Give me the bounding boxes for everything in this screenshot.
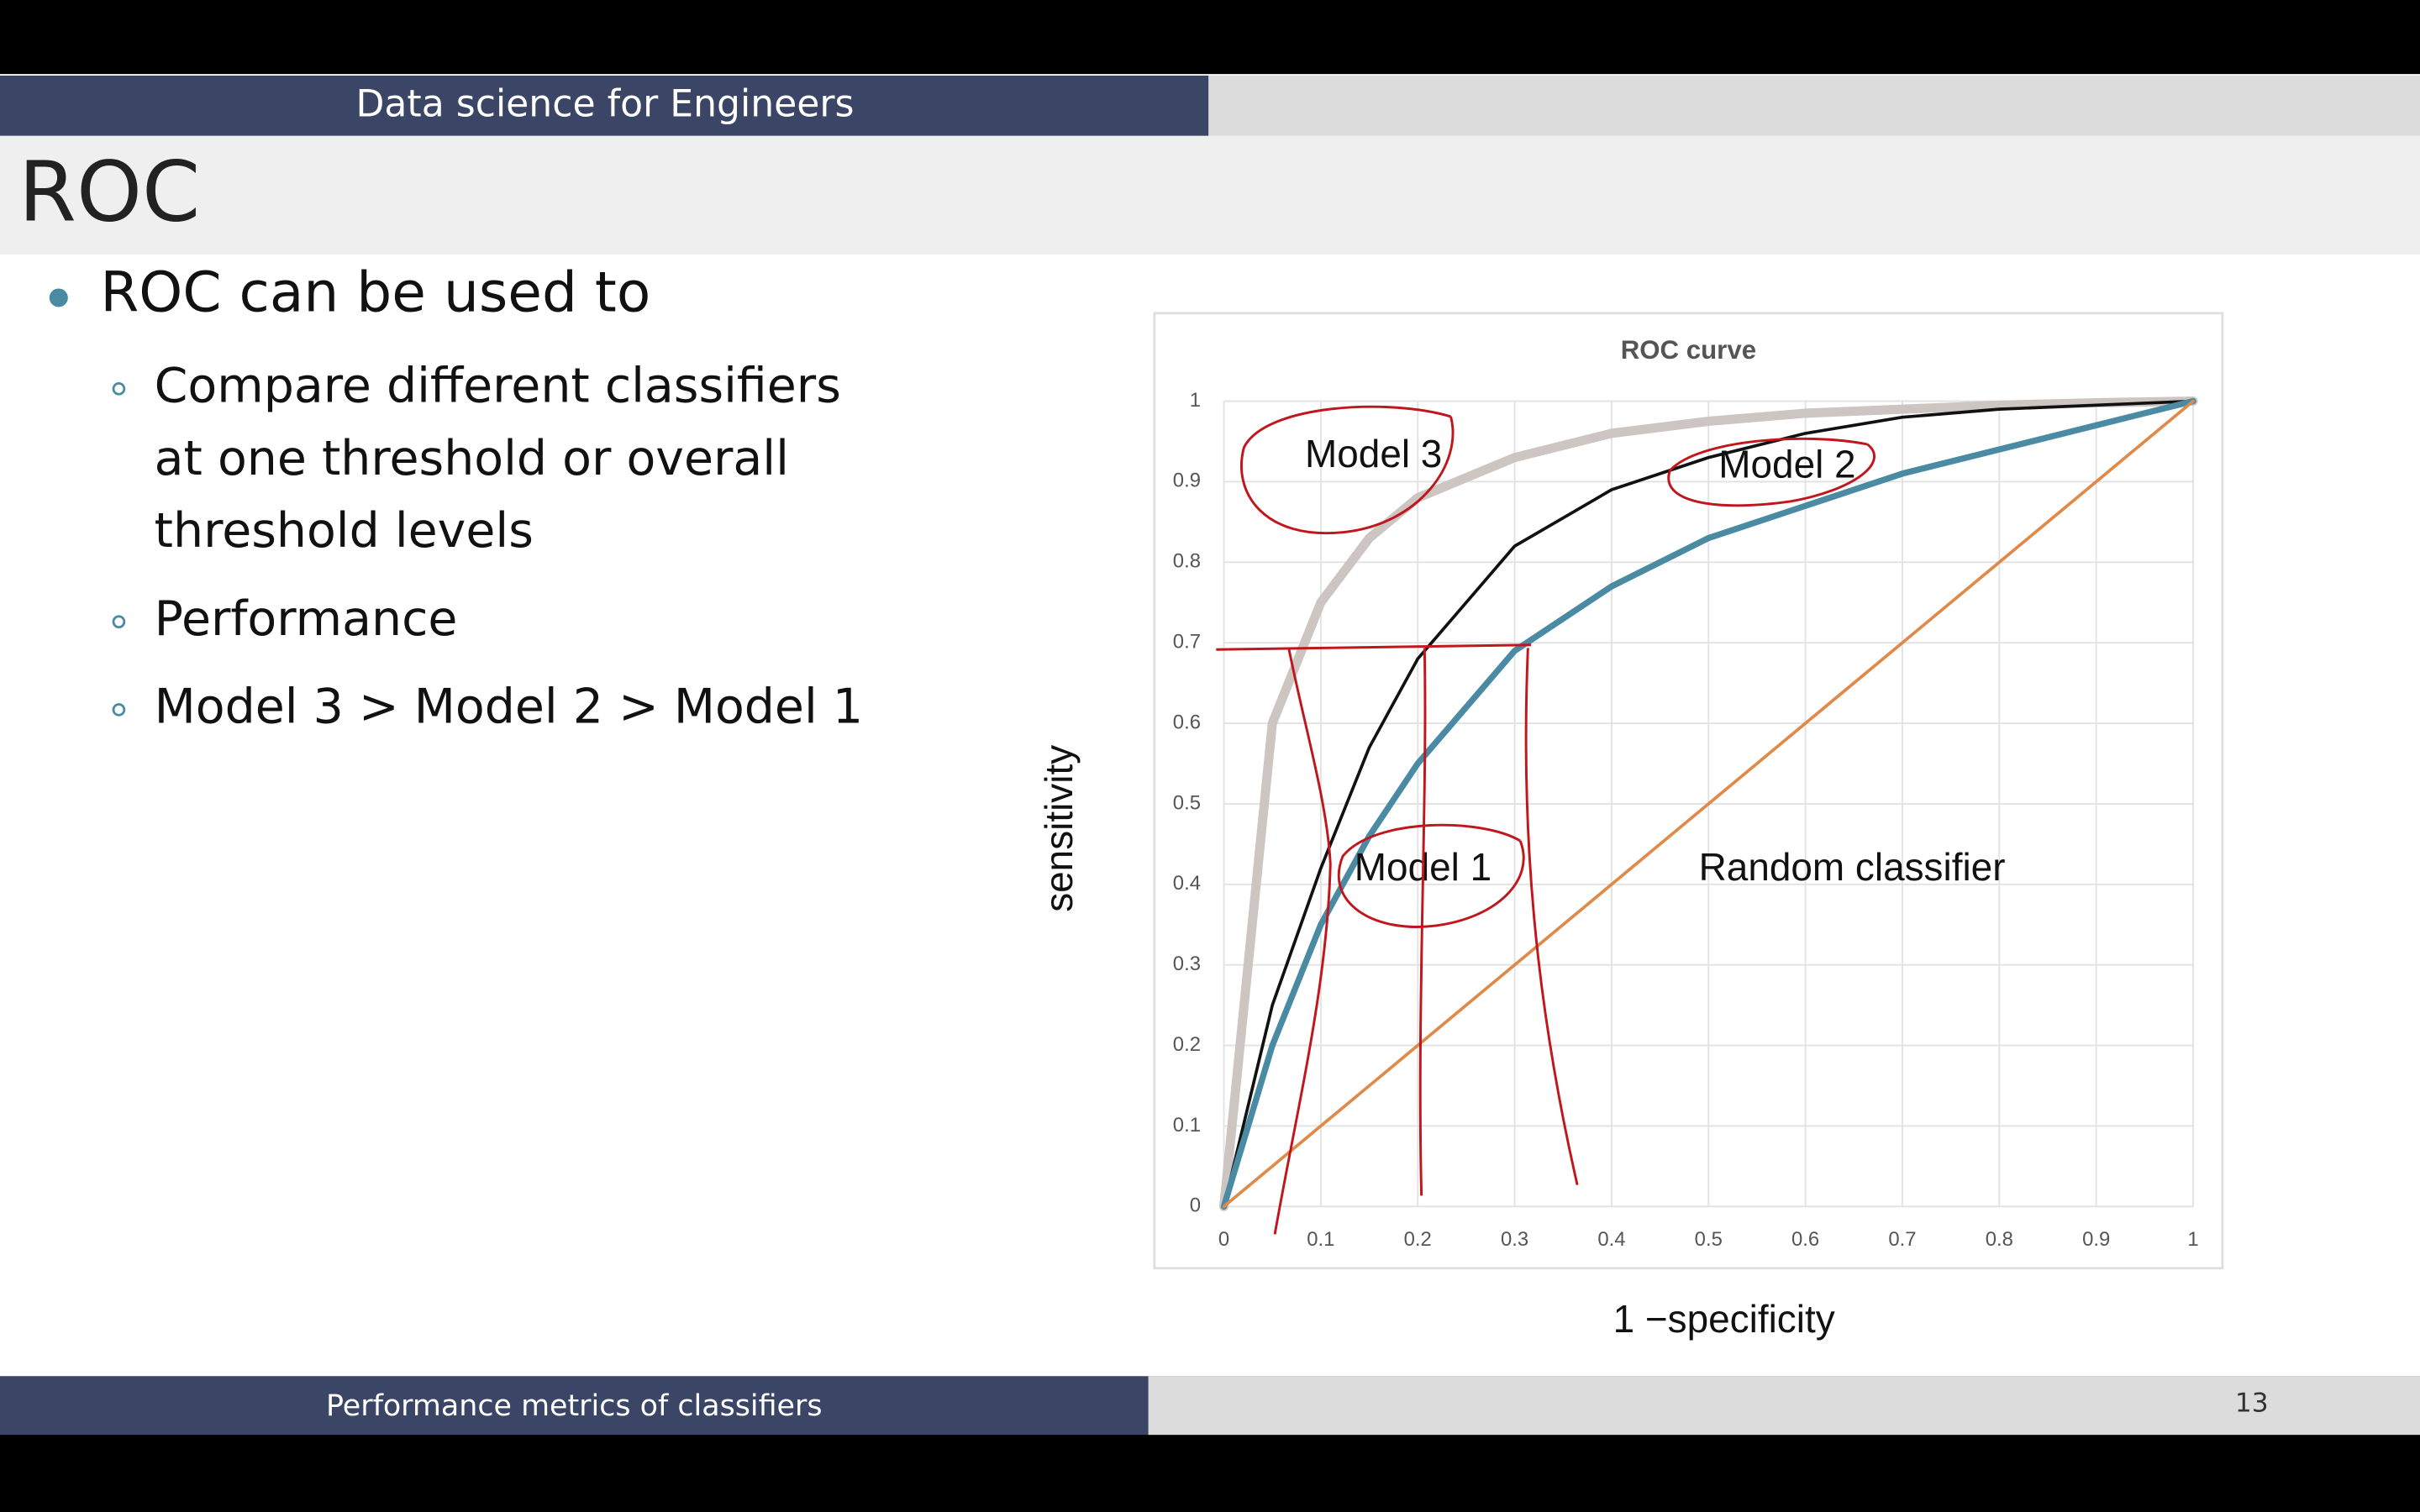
y-tick-label: 0.3 xyxy=(1173,953,1201,975)
sub-bullet-text: threshold levels xyxy=(155,503,534,559)
y-tick-label: 0.5 xyxy=(1173,791,1201,814)
chart-frame xyxy=(1153,312,2224,1270)
footer-right xyxy=(1148,1376,2420,1436)
x-tick-label: 0.6 xyxy=(1791,1228,1819,1251)
chart-title: ROC curve xyxy=(1621,335,1756,365)
x-tick-label: 0.2 xyxy=(1404,1228,1432,1251)
y-tick-label: 0.8 xyxy=(1173,550,1201,573)
y-tick-label: 0.4 xyxy=(1173,872,1201,895)
x-tick-label: 0.7 xyxy=(1888,1228,1916,1251)
handwriting-annotation xyxy=(1216,643,1532,651)
x-tick-label: 0.3 xyxy=(1501,1228,1528,1251)
sub-bullet-marker xyxy=(112,615,126,629)
x-tick-label: 0.8 xyxy=(1986,1228,2013,1251)
slide-title: ROC xyxy=(18,144,200,240)
page-number: 13 xyxy=(2235,1388,2269,1418)
series-label: Random classifier xyxy=(1699,845,2006,889)
y-tick-label: 0.1 xyxy=(1173,1114,1201,1137)
sub-bullet-marker xyxy=(112,382,126,396)
x-tick-label: 0.5 xyxy=(1695,1228,1723,1251)
handwriting-annotation xyxy=(1273,648,1332,1235)
y-tick-label: 1 xyxy=(1190,389,1201,412)
y-tick-label: 0.7 xyxy=(1173,630,1201,653)
x-tick-label: 1 xyxy=(2187,1228,2198,1251)
x-tick-label: 0.9 xyxy=(2082,1228,2110,1251)
series-label: Model 2 xyxy=(1718,443,1855,486)
bullet-dot xyxy=(49,288,68,307)
handwriting-annotation xyxy=(1667,437,1876,507)
header-bar xyxy=(0,76,1209,136)
sub-bullet-text: at one threshold or overall xyxy=(155,431,789,486)
handwriting-annotation xyxy=(1418,648,1427,1196)
sub-bullet-text: Performance xyxy=(155,591,458,647)
footer-section: Performance metrics of classifiers xyxy=(326,1389,823,1423)
y-tick-label: 0.2 xyxy=(1173,1033,1201,1056)
x-tick-label: 0.1 xyxy=(1307,1228,1334,1251)
footer-bar xyxy=(0,1376,1149,1436)
y-tick-label: 0.9 xyxy=(1173,470,1201,492)
sub-bullet-text: Compare different classifiers xyxy=(155,358,841,413)
series-line xyxy=(1222,399,2195,1209)
y-axis-label: sensitivity xyxy=(1037,745,1081,912)
y-tick-label: 0.6 xyxy=(1173,711,1201,733)
series-line xyxy=(1222,399,2195,1209)
sub-bullets: Compare different classifiers at one thre… xyxy=(112,358,863,735)
bullet-text: ROC can be used to xyxy=(100,260,650,325)
series-label: Model 3 xyxy=(1305,432,1442,475)
plot: 0 0.1 0.2 0.3 0.4 0.5 0.6 0.7 0.8 0.9 1 0 0.1 0.2 0.3 0… xyxy=(1173,389,2199,1251)
handwriting-annotation xyxy=(1239,405,1455,535)
handwriting xyxy=(1216,405,1876,1235)
x-tick-label: 0 xyxy=(1218,1228,1229,1251)
sub-bullet-marker xyxy=(112,703,126,717)
series-line xyxy=(1219,396,2198,1211)
x-tick-label: 0.4 xyxy=(1597,1228,1625,1251)
handwriting-annotation xyxy=(1337,823,1525,928)
handwriting-annotation xyxy=(1524,648,1579,1185)
course-title: Data science for Engineers xyxy=(355,83,854,126)
x-axis-label: 1 −specificity xyxy=(1613,1297,1835,1341)
y-tick-label: 0 xyxy=(1190,1194,1201,1217)
header-right xyxy=(1208,76,2420,136)
title-band xyxy=(0,135,2420,255)
sub-bullet-text: Model 3 > Model 2 > Model 1 xyxy=(155,680,863,735)
series-line xyxy=(1220,397,2196,1210)
